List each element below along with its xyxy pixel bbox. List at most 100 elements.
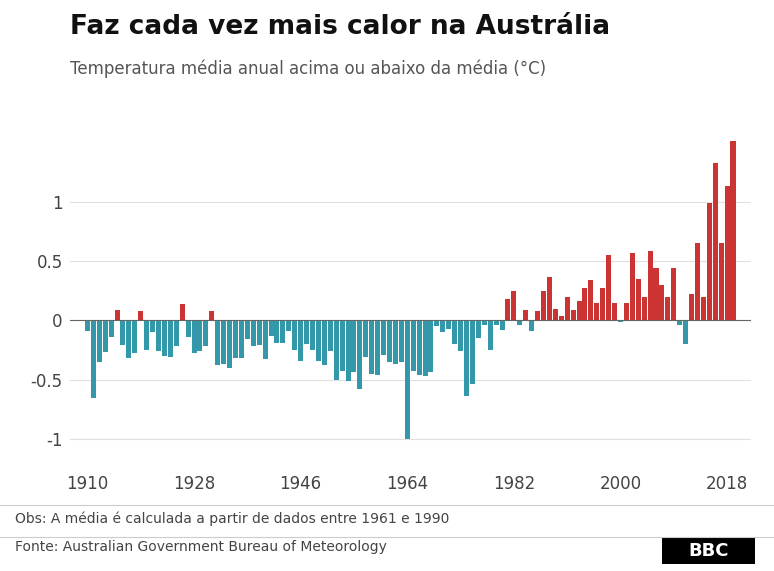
Bar: [635, 279, 641, 320]
Bar: [512, 291, 516, 320]
Bar: [689, 295, 694, 320]
Bar: [103, 320, 108, 352]
Bar: [653, 268, 659, 320]
Bar: [215, 320, 221, 365]
Bar: [618, 320, 623, 321]
Bar: [399, 320, 404, 362]
Bar: [701, 297, 706, 320]
Bar: [731, 140, 735, 320]
Bar: [221, 320, 226, 364]
Bar: [275, 320, 279, 343]
Bar: [245, 320, 250, 339]
Bar: [369, 320, 375, 373]
Bar: [393, 320, 398, 364]
Bar: [191, 320, 197, 353]
Bar: [168, 320, 173, 357]
Bar: [423, 320, 427, 376]
Bar: [233, 320, 238, 358]
Text: Fonte: Australian Government Bureau of Meteorology: Fonte: Australian Government Bureau of M…: [15, 540, 387, 554]
Bar: [156, 320, 161, 351]
Bar: [144, 320, 149, 350]
Bar: [582, 288, 587, 320]
Bar: [310, 320, 315, 350]
Bar: [358, 320, 362, 389]
Bar: [559, 316, 563, 320]
Bar: [440, 320, 445, 332]
Bar: [304, 320, 309, 344]
Bar: [132, 320, 137, 353]
Bar: [452, 320, 457, 344]
Bar: [541, 291, 546, 320]
Bar: [251, 320, 255, 347]
Bar: [262, 320, 268, 359]
Bar: [209, 311, 214, 320]
Bar: [612, 303, 617, 320]
Bar: [351, 320, 357, 372]
Bar: [529, 320, 534, 331]
Bar: [718, 243, 724, 320]
Bar: [375, 320, 380, 375]
Bar: [334, 320, 339, 380]
Bar: [298, 320, 303, 361]
Bar: [115, 309, 119, 320]
Bar: [630, 253, 635, 320]
Bar: [97, 320, 102, 362]
Bar: [458, 320, 463, 351]
Bar: [499, 320, 505, 330]
Bar: [553, 308, 558, 320]
Bar: [345, 320, 351, 381]
Bar: [269, 320, 273, 336]
Bar: [429, 320, 433, 372]
Bar: [286, 320, 291, 331]
Bar: [405, 320, 409, 439]
Bar: [162, 320, 167, 356]
Bar: [470, 320, 475, 384]
Bar: [600, 288, 605, 320]
Bar: [671, 268, 676, 320]
Bar: [494, 320, 498, 325]
Bar: [666, 297, 670, 320]
Bar: [126, 320, 132, 358]
Bar: [227, 320, 232, 368]
Bar: [648, 251, 652, 320]
Bar: [594, 303, 599, 320]
Bar: [416, 320, 422, 375]
Bar: [446, 320, 451, 329]
Text: Obs: A média é calculada a partir de dados entre 1961 e 1990: Obs: A média é calculada a partir de dad…: [15, 511, 450, 525]
Bar: [659, 285, 664, 320]
Bar: [547, 276, 552, 320]
Bar: [624, 303, 629, 320]
Bar: [683, 320, 688, 344]
Bar: [173, 320, 179, 347]
Bar: [724, 186, 730, 320]
Bar: [197, 320, 203, 351]
Bar: [481, 320, 487, 325]
Text: Temperatura média anual acima ou abaixo da média (°C): Temperatura média anual acima ou abaixo …: [70, 60, 546, 78]
Bar: [517, 320, 522, 325]
Bar: [695, 243, 700, 320]
Bar: [577, 301, 581, 320]
Bar: [186, 320, 190, 337]
Bar: [257, 320, 262, 345]
Bar: [363, 320, 368, 357]
Bar: [293, 320, 297, 350]
Bar: [322, 320, 327, 365]
Bar: [85, 320, 90, 331]
Bar: [464, 320, 469, 396]
Bar: [588, 280, 594, 320]
Bar: [535, 311, 540, 320]
Bar: [411, 320, 416, 371]
Bar: [280, 320, 286, 343]
Bar: [713, 163, 717, 320]
Bar: [523, 309, 528, 320]
Bar: [381, 320, 386, 355]
Bar: [707, 203, 712, 320]
Bar: [434, 320, 440, 326]
Bar: [505, 299, 511, 320]
Bar: [239, 320, 244, 358]
Bar: [327, 320, 333, 351]
Bar: [570, 309, 576, 320]
Bar: [180, 304, 185, 320]
Text: BBC: BBC: [688, 542, 728, 560]
Bar: [642, 297, 647, 320]
